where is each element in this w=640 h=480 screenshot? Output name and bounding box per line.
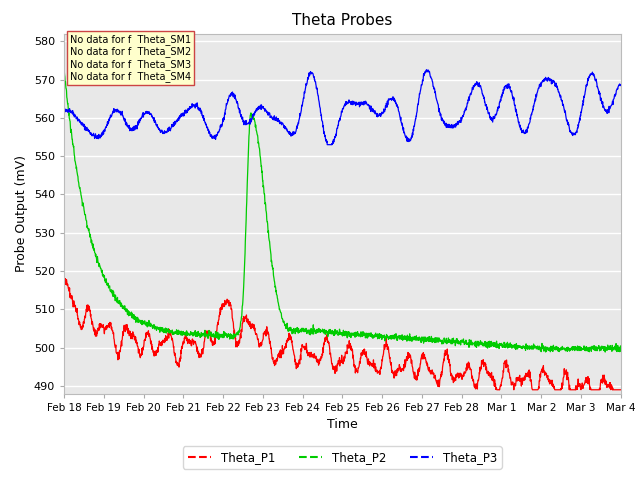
- Theta_P3: [316, 105, 324, 110]
- Line: Theta_P2: Theta_P2: [64, 69, 621, 352]
- Theta_P2: [88, 243, 96, 249]
- Theta_P3: [60, 126, 68, 132]
- Theta_P3: [88, 132, 96, 138]
- Theta_P2: [602, 349, 609, 355]
- Theta_P2: [601, 344, 609, 349]
- Title: Theta Probes: Theta Probes: [292, 13, 392, 28]
- Theta_P3: [601, 107, 609, 112]
- Theta_P2: [60, 66, 68, 72]
- Theta_P3: [422, 67, 430, 72]
- Theta_P1: [60, 278, 68, 284]
- Theta_P1: [499, 371, 507, 377]
- Theta_P2: [316, 326, 324, 332]
- Theta_P2: [617, 345, 625, 351]
- Line: Theta_P3: Theta_P3: [64, 70, 621, 144]
- Y-axis label: Probe Output (mV): Probe Output (mV): [15, 155, 28, 272]
- Theta_P3: [323, 142, 331, 147]
- Theta_P1: [331, 371, 339, 376]
- Theta_P1: [617, 387, 625, 393]
- Theta_P2: [600, 345, 608, 351]
- Theta_P3: [499, 91, 507, 96]
- Theta_P1: [493, 387, 500, 393]
- Theta_P1: [602, 382, 609, 387]
- Theta_P1: [89, 321, 97, 327]
- Theta_P2: [331, 332, 339, 337]
- Text: No data for f  Theta_SM1
No data for f  Theta_SM2
No data for f  Theta_SM3
No da: No data for f Theta_SM1 No data for f Th…: [70, 34, 191, 82]
- Theta_P3: [617, 82, 625, 88]
- Theta_P1: [316, 356, 324, 361]
- Theta_P3: [331, 134, 339, 140]
- Theta_P2: [499, 345, 506, 350]
- Line: Theta_P1: Theta_P1: [64, 279, 621, 390]
- Legend: Theta_P1, Theta_P2, Theta_P3: Theta_P1, Theta_P2, Theta_P3: [183, 446, 502, 469]
- X-axis label: Time: Time: [327, 418, 358, 431]
- Theta_P1: [61, 276, 68, 282]
- Theta_P1: [601, 378, 609, 384]
- Theta_P3: [602, 108, 609, 113]
